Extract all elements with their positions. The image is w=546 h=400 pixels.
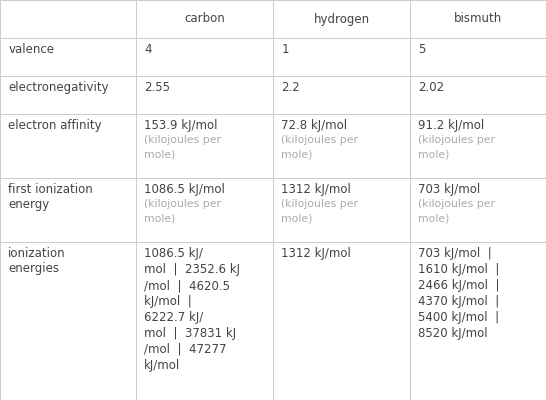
Text: /mol  |  47277: /mol | 47277 <box>144 343 227 356</box>
Text: 1312 kJ/mol: 1312 kJ/mol <box>281 183 351 196</box>
Text: mole): mole) <box>418 150 449 160</box>
Bar <box>273 0 410 38</box>
Text: 4: 4 <box>144 43 152 56</box>
Text: mole): mole) <box>418 214 449 224</box>
Text: kJ/mol  |: kJ/mol | <box>144 295 192 308</box>
Bar <box>410 76 546 114</box>
Text: 2466 kJ/mol  |: 2466 kJ/mol | <box>418 279 500 292</box>
Text: mol  |  2352.6 kJ: mol | 2352.6 kJ <box>144 263 240 276</box>
Text: 6222.7 kJ/: 6222.7 kJ/ <box>144 311 204 324</box>
Bar <box>273 114 410 178</box>
Bar <box>273 242 410 400</box>
Bar <box>410 38 546 76</box>
Bar <box>0 114 136 178</box>
Text: 5400 kJ/mol  |: 5400 kJ/mol | <box>418 311 500 324</box>
Bar <box>273 76 410 114</box>
Bar <box>136 76 273 114</box>
Text: 8520 kJ/mol: 8520 kJ/mol <box>418 327 488 340</box>
Text: 1610 kJ/mol  |: 1610 kJ/mol | <box>418 263 500 276</box>
Text: 703 kJ/mol  |: 703 kJ/mol | <box>418 247 492 260</box>
Bar <box>0 0 136 38</box>
Text: (kilojoules per: (kilojoules per <box>144 135 221 145</box>
Bar <box>410 178 546 242</box>
Text: mole): mole) <box>281 214 312 224</box>
Text: 153.9 kJ/mol: 153.9 kJ/mol <box>144 119 218 132</box>
Text: 1086.5 kJ/: 1086.5 kJ/ <box>144 247 203 260</box>
Bar <box>273 178 410 242</box>
Text: 5: 5 <box>418 43 426 56</box>
Text: bismuth: bismuth <box>454 12 502 26</box>
Bar <box>273 38 410 76</box>
Bar <box>410 114 546 178</box>
Bar <box>410 242 546 400</box>
Text: 2.02: 2.02 <box>418 81 444 94</box>
Text: (kilojoules per: (kilojoules per <box>418 199 495 209</box>
Text: 703 kJ/mol: 703 kJ/mol <box>418 183 480 196</box>
Text: hydrogen: hydrogen <box>313 12 370 26</box>
Text: first ionization
energy: first ionization energy <box>8 183 93 211</box>
Text: 72.8 kJ/mol: 72.8 kJ/mol <box>281 119 347 132</box>
Text: 4370 kJ/mol  |: 4370 kJ/mol | <box>418 295 500 308</box>
Text: (kilojoules per: (kilojoules per <box>144 199 221 209</box>
Text: 1312 kJ/mol: 1312 kJ/mol <box>281 247 351 260</box>
Text: electronegativity: electronegativity <box>8 81 109 94</box>
Bar <box>410 0 546 38</box>
Text: kJ/mol: kJ/mol <box>144 359 180 372</box>
Text: mole): mole) <box>144 150 175 160</box>
Text: valence: valence <box>8 43 54 56</box>
Text: mole): mole) <box>281 150 312 160</box>
Bar <box>136 38 273 76</box>
Text: mole): mole) <box>144 214 175 224</box>
Text: (kilojoules per: (kilojoules per <box>418 135 495 145</box>
Bar <box>0 242 136 400</box>
Text: 1086.5 kJ/mol: 1086.5 kJ/mol <box>144 183 225 196</box>
Text: (kilojoules per: (kilojoules per <box>281 135 358 145</box>
Bar <box>0 38 136 76</box>
Text: electron affinity: electron affinity <box>8 119 102 132</box>
Text: (kilojoules per: (kilojoules per <box>281 199 358 209</box>
Text: 2.2: 2.2 <box>281 81 300 94</box>
Bar <box>136 178 273 242</box>
Text: 1: 1 <box>281 43 289 56</box>
Text: mol  |  37831 kJ: mol | 37831 kJ <box>144 327 236 340</box>
Text: carbon: carbon <box>184 12 225 26</box>
Bar <box>136 0 273 38</box>
Bar <box>0 76 136 114</box>
Bar <box>136 114 273 178</box>
Bar <box>0 178 136 242</box>
Bar <box>136 242 273 400</box>
Text: /mol  |  4620.5: /mol | 4620.5 <box>144 279 230 292</box>
Text: 2.55: 2.55 <box>144 81 170 94</box>
Text: 91.2 kJ/mol: 91.2 kJ/mol <box>418 119 484 132</box>
Text: ionization
energies: ionization energies <box>8 247 66 275</box>
